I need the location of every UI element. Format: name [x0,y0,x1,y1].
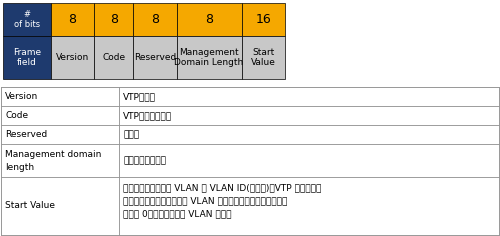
Text: 管理域名字的长度: 管理域名字的长度 [123,156,166,165]
Bar [50,36,94,79]
Text: Code: Code [102,53,125,62]
Bar [3,3,50,36]
Text: 8: 8 [68,13,76,26]
Bar [242,3,285,36]
Text: 16: 16 [256,13,271,26]
Bar [133,36,176,79]
Text: Start Value: Start Value [5,202,55,211]
Bar [242,36,285,79]
Bar [1,87,499,235]
Text: 被请求消息的第一个 VLAN 的 VLAN ID(标识符)。VTP 服务器将响: 被请求消息的第一个 VLAN 的 VLAN ID(标识符)。VTP 服务器将响 [123,184,322,193]
Text: Frame
field: Frame field [13,48,41,67]
Bar [94,3,133,36]
Bar [1,144,119,177]
Text: 8: 8 [205,13,213,26]
Text: Reserved: Reserved [134,53,176,62]
Bar [1,125,119,144]
Bar [133,3,176,36]
Text: Version: Version [56,53,89,62]
Bar [1,177,119,235]
Text: 8: 8 [151,13,159,26]
Text: 保留域: 保留域 [123,130,139,139]
Text: VTP广播消息类型: VTP广播消息类型 [123,111,172,120]
Bar [119,144,499,177]
Bar [119,106,499,125]
Bar [176,36,242,79]
Text: VTP版本号: VTP版本号 [123,92,156,101]
Text: Management
Domain Length: Management Domain Length [174,48,244,67]
Text: 应所有大于或者等于开始値 VLAN 消息的子集帧。如果开始値被: 应所有大于或者等于开始値 VLAN 消息的子集帧。如果开始値被 [123,197,288,206]
Text: Code: Code [5,111,28,120]
Bar [1,106,119,125]
Bar [119,177,499,235]
Bar [94,36,133,79]
Bar [1,87,119,106]
Text: Start
Value: Start Value [251,48,276,67]
Text: 指定为 0，将会提供所有 VLAN 的消息: 指定为 0，将会提供所有 VLAN 的消息 [123,210,232,219]
Text: Version: Version [5,92,38,101]
Bar [119,87,499,106]
Text: Reserved: Reserved [5,130,47,139]
Bar [3,36,50,79]
Text: #
of bits: # of bits [14,10,40,29]
Bar [50,3,94,36]
Text: 8: 8 [110,13,118,26]
Bar [176,3,242,36]
Text: length: length [5,163,34,172]
Text: Management domain: Management domain [5,150,102,159]
Bar [119,125,499,144]
